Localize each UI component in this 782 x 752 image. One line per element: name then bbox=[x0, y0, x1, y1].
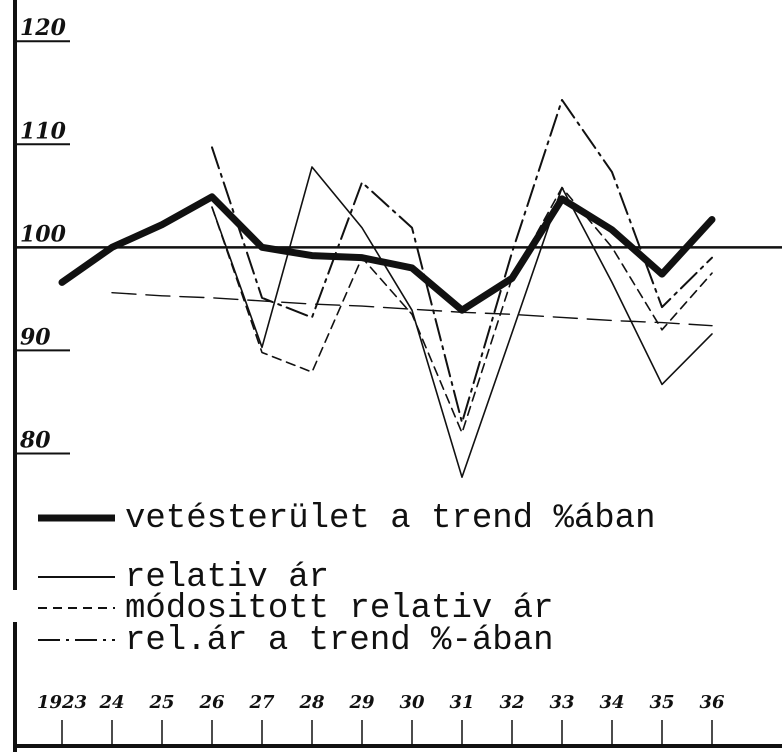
x-tick-label: 24 bbox=[98, 692, 124, 713]
x-tick-label: 35 bbox=[649, 692, 674, 713]
x-tick-label: 31 bbox=[449, 692, 474, 713]
legend-label: relativ ár bbox=[125, 559, 329, 597]
x-tick-label: 29 bbox=[348, 692, 375, 713]
x-tick-label: 1923 bbox=[37, 692, 87, 713]
y-tick-label: 80 bbox=[19, 427, 51, 453]
y-tick-label: 100 bbox=[20, 221, 67, 247]
series-line bbox=[58, 193, 716, 314]
x-tick-label: 34 bbox=[599, 692, 624, 713]
x-tick-label: 36 bbox=[699, 692, 725, 713]
series-line bbox=[211, 98, 713, 424]
x-tick-label: 27 bbox=[248, 692, 275, 713]
x-tick-label: 28 bbox=[298, 692, 325, 713]
series-line bbox=[211, 166, 713, 478]
series-line bbox=[211, 186, 713, 434]
legend-label: rel.ár a trend %-ában bbox=[125, 622, 553, 660]
legend-label: vetésterület a trend %ában bbox=[125, 500, 656, 538]
x-tick-label: 33 bbox=[549, 692, 574, 713]
x-tick-label: 30 bbox=[399, 692, 425, 713]
y-tick-label: 90 bbox=[20, 324, 51, 350]
y-tick-label: 110 bbox=[20, 118, 67, 144]
x-tick-label: 26 bbox=[198, 692, 225, 713]
x-tick-label: 25 bbox=[148, 692, 174, 713]
legend-label: módositott relativ ár bbox=[125, 590, 553, 628]
x-tick-label: 32 bbox=[499, 692, 524, 713]
y-tick-label: 120 bbox=[20, 15, 67, 41]
